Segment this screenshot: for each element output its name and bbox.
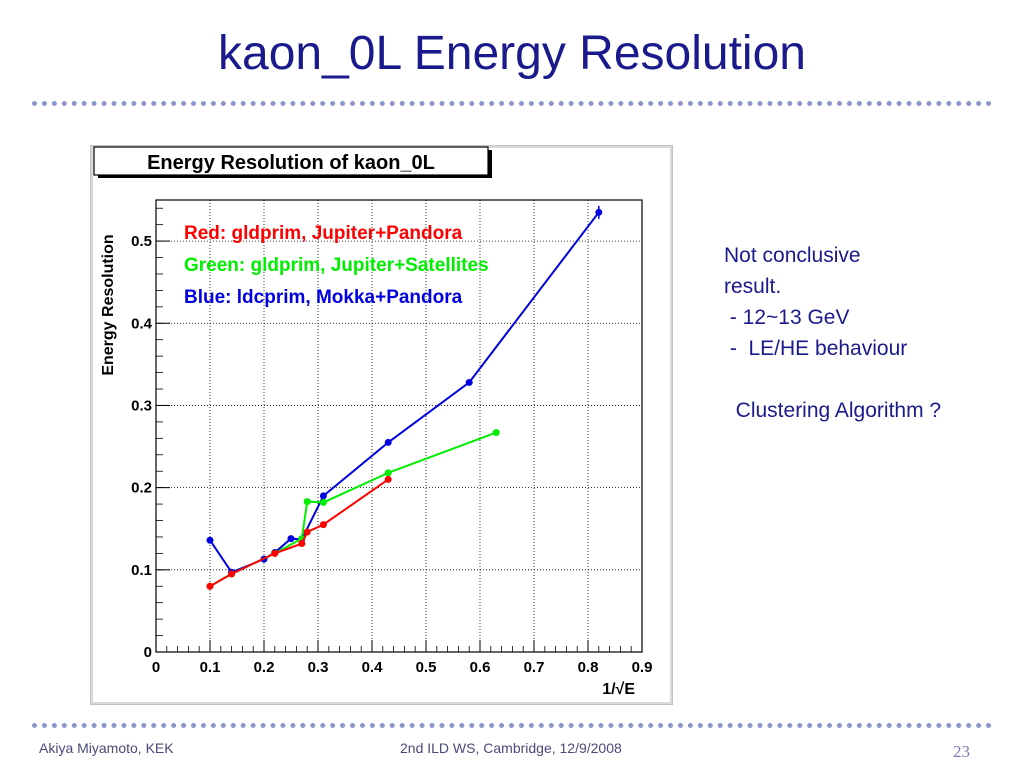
legend-entry: Green: gldprim, Jupiter+Satellites: [184, 255, 489, 276]
data-point: [384, 438, 392, 446]
note-line: Not conclusive: [724, 244, 861, 267]
data-point: [384, 469, 392, 477]
data-point: [319, 492, 327, 500]
footer-event: 2nd ILD WS, Cambridge, 12/9/2008: [400, 740, 622, 756]
y-tick-label: 0.2: [131, 480, 152, 497]
top-dotted-divider: [32, 101, 992, 106]
x-tick-label: 0.8: [578, 659, 599, 676]
x-tick-label: 0.4: [362, 659, 384, 676]
chart-title: Energy Resolution of kaon_0L: [147, 152, 435, 174]
x-axis: 0 0.1 0.2 0.3 0.4 0.5 0.6 0.7 0.8 0.9: [152, 640, 653, 676]
legend-entry: Blue: ldcprim, Mokka+Pandora: [184, 287, 463, 308]
slide-title: kaon_0L Energy Resolution: [218, 27, 806, 80]
title-box: [93, 146, 489, 176]
note-line: Clustering Algorithm ?: [724, 399, 942, 422]
data-point: [319, 521, 327, 529]
y-tick-label: 0.3: [131, 397, 152, 414]
y-tick-label: 0.1: [131, 562, 152, 579]
data-point: [303, 528, 311, 536]
chart-canvas: 0 0.1 0.2 0.3 0.4 0.5 0.6 0.7 0.8 0.9 0 0.1 0.2 0.3 0…: [89, 144, 674, 706]
chart-svg: 0 0.1 0.2 0.3 0.4 0.5 0.6 0.7 0.8 0.9 00.10.20.30…: [89, 144, 674, 706]
series-layer: [206, 205, 603, 590]
data-point: [271, 549, 279, 557]
series-2: [206, 475, 392, 590]
note-line: [724, 364, 941, 395]
data-point: [384, 475, 392, 483]
plot-pad: [93, 148, 670, 702]
note-line: result.: [724, 275, 782, 298]
x-tick-label: 0.3: [308, 659, 329, 676]
data-point: [303, 498, 311, 506]
data-point: [595, 208, 603, 216]
note-line: - 12~13 GeV: [724, 306, 850, 329]
x-tick-label: 0.7: [524, 659, 545, 676]
y-axis-label: Energy Resolution: [100, 234, 117, 375]
page-number: 23: [953, 742, 970, 761]
data-point: [287, 535, 295, 543]
footer-author: Akiya Miyamoto, KEK: [39, 740, 174, 756]
legend-entry: Red: gldprim, Jupiter+Pandora: [184, 223, 463, 244]
data-point: [319, 498, 327, 506]
x-tick-label: 0.1: [200, 659, 221, 676]
y-tick-label: 0.4: [131, 315, 153, 332]
data-point: [298, 540, 306, 548]
legend: Red: gldprim, Jupiter+Pandora Green: gldp…: [184, 223, 489, 308]
x-tick-label: 0.9: [632, 659, 653, 676]
data-point: [206, 582, 214, 590]
x-tick-label: 0.5: [416, 659, 437, 676]
data-point: [206, 536, 214, 544]
plot-frame: [155, 199, 643, 653]
data-point: [492, 429, 500, 437]
side-notes: Not conclusive result. - 12~13 GeV - LE/H…: [724, 240, 941, 426]
x-tick-label: 0: [152, 659, 160, 676]
y-tick-label: 0.5: [131, 233, 152, 250]
bottom-dotted-divider: [32, 723, 992, 728]
x-tick-label: 0.6: [470, 659, 491, 676]
x-tick-label: 0.2: [254, 659, 275, 676]
y-tick-label: 0: [144, 644, 152, 661]
note-line: - LE/HE behaviour: [724, 337, 908, 360]
x-axis-label: 1/√E: [602, 681, 635, 698]
data-point: [465, 378, 473, 386]
y-axis: 0 0.1 0.2 0.3 0.4 0.5: [131, 207, 170, 661]
data-point: [228, 570, 236, 578]
